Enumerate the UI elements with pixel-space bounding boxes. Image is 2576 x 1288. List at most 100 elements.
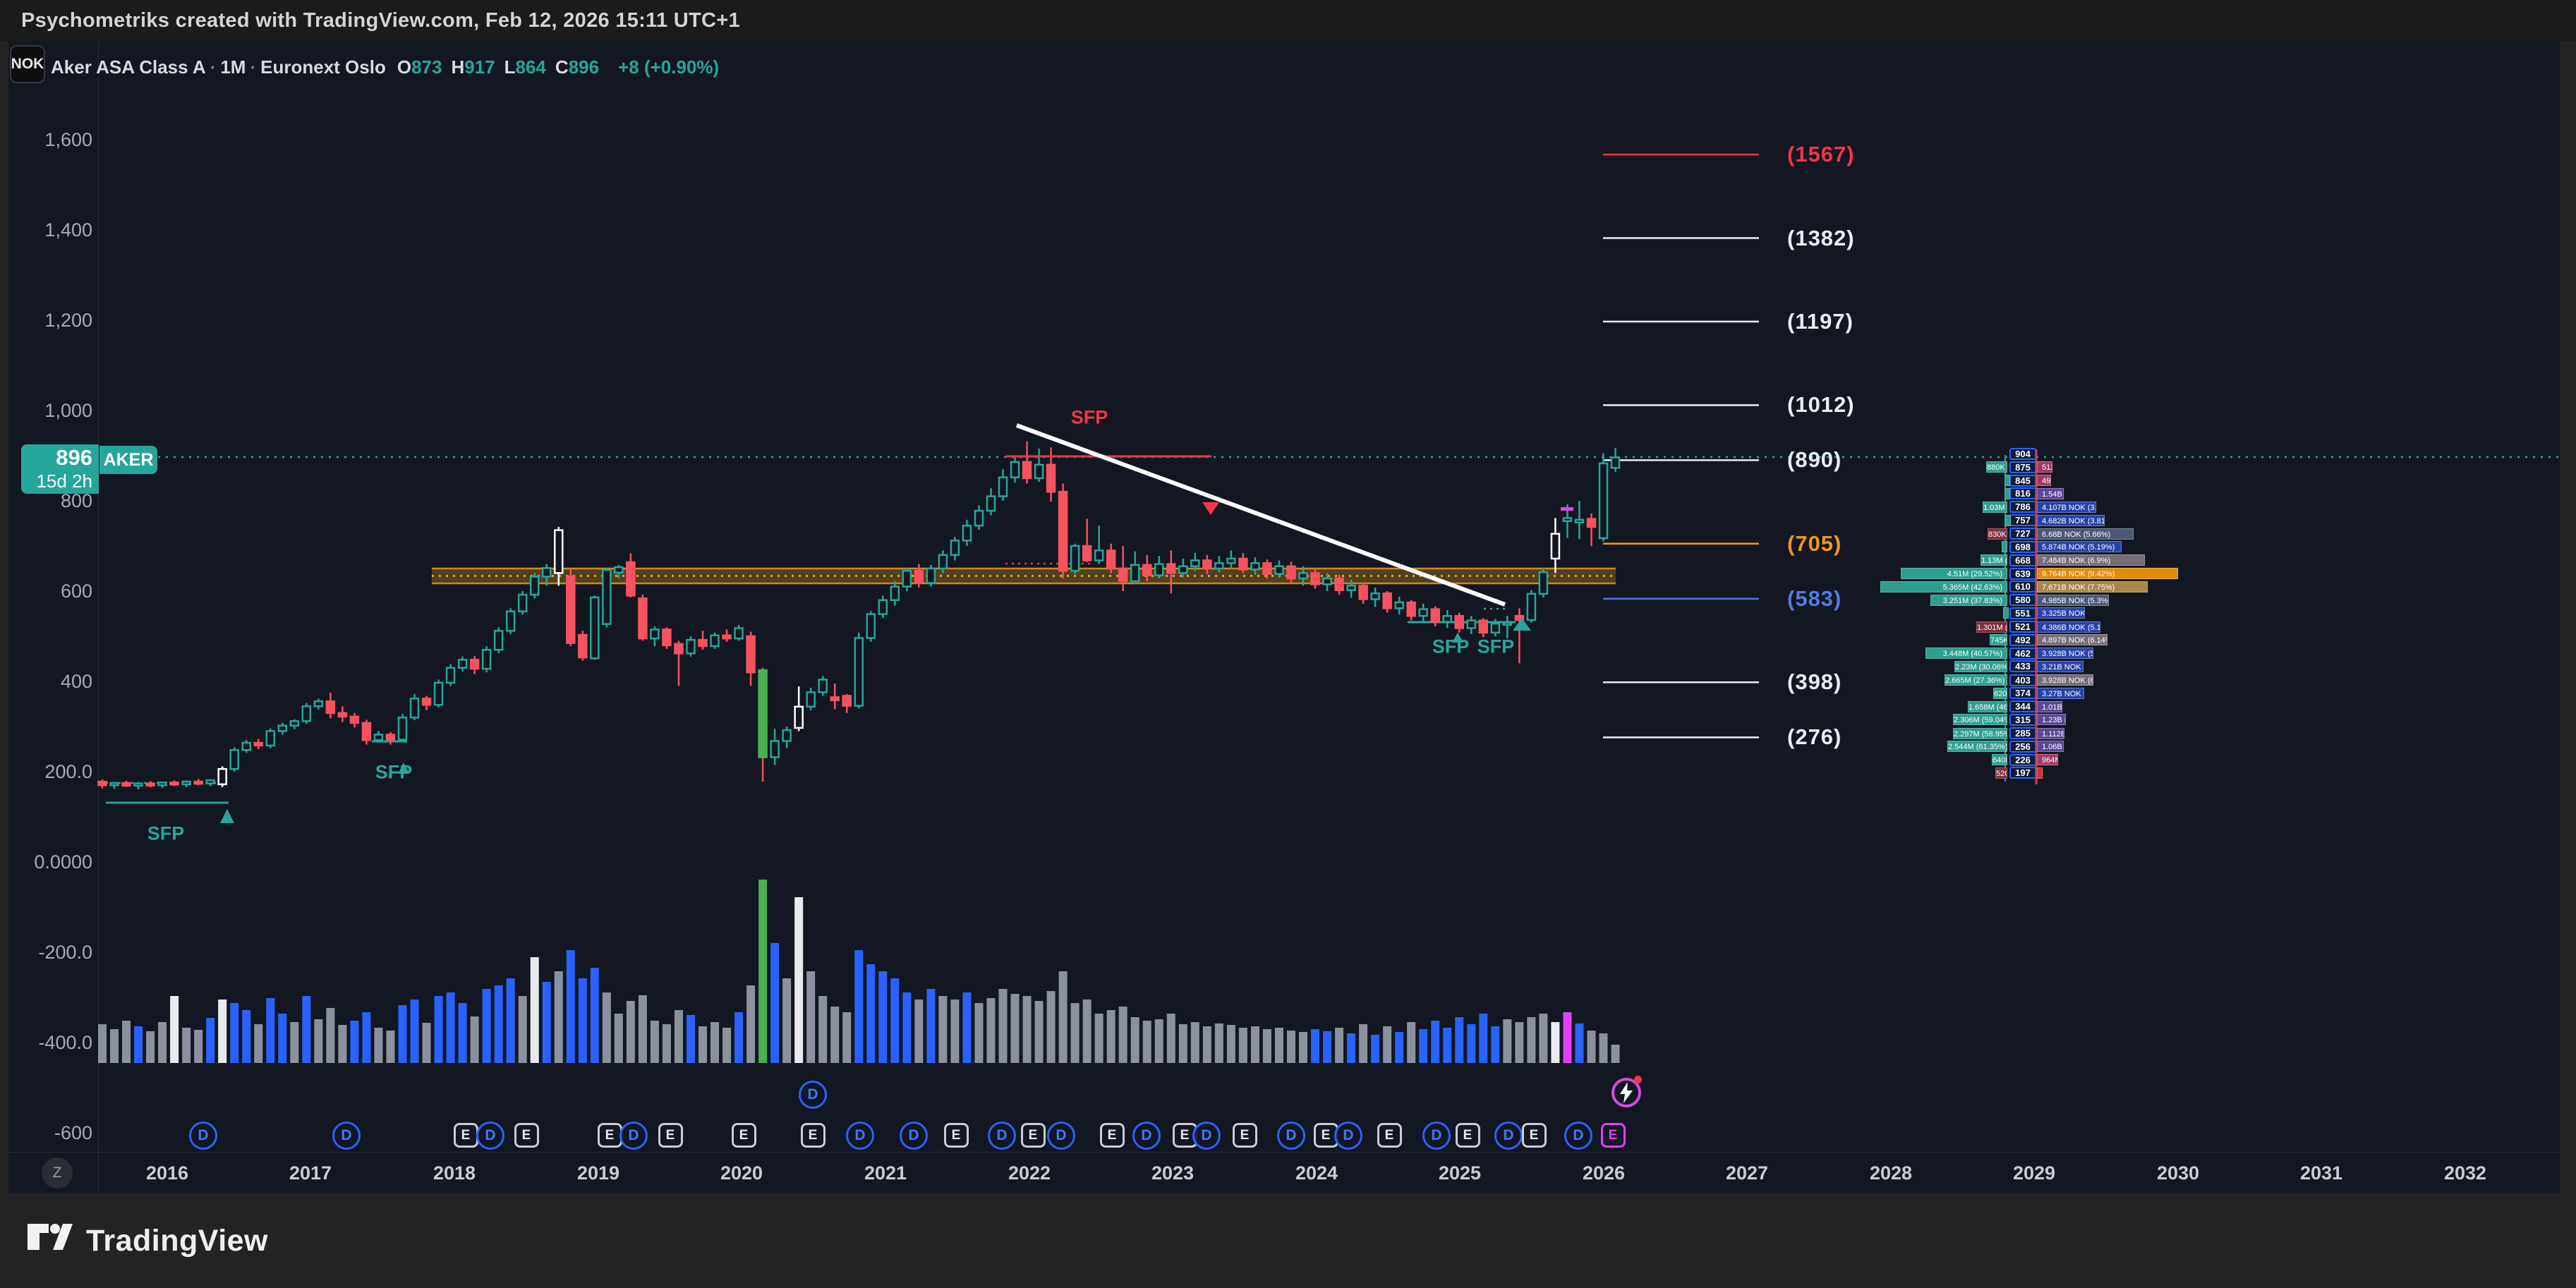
time-axis-year-label: 2032 bbox=[2443, 1162, 2487, 1184]
candle-body bbox=[1490, 622, 1501, 634]
volume-bar bbox=[302, 996, 311, 1063]
volume-bar bbox=[434, 996, 443, 1063]
timezone-button[interactable]: Z bbox=[42, 1158, 73, 1189]
price-axis-label: 1,600 bbox=[44, 129, 92, 150]
earnings-marker[interactable]: E bbox=[514, 1123, 539, 1148]
candle-body bbox=[1418, 608, 1428, 617]
time-axis-year-label: 2027 bbox=[1725, 1162, 1769, 1184]
candle-body bbox=[1130, 564, 1140, 583]
candle-body bbox=[986, 495, 996, 512]
volume-bar bbox=[1238, 1028, 1247, 1063]
earnings-marker[interactable]: E bbox=[1521, 1123, 1547, 1148]
candle-body bbox=[313, 700, 324, 707]
vp-value-bar-right: 964M NOK (1.9%) bbox=[2037, 754, 2058, 766]
dividend-marker[interactable]: D bbox=[1494, 1122, 1523, 1150]
ohlc-letter: O bbox=[397, 56, 412, 78]
vp-value-bar-right: 1.01B NOK (2.1%) bbox=[2037, 700, 2062, 712]
earnings-marker[interactable]: E bbox=[1600, 1123, 1626, 1148]
volume-bar bbox=[530, 957, 539, 1063]
dividend-marker[interactable]: D bbox=[846, 1122, 874, 1150]
chart-background[interactable] bbox=[8, 41, 2560, 1193]
candle-body bbox=[1046, 463, 1056, 493]
volume-bar bbox=[1274, 1028, 1283, 1063]
dividend-marker[interactable]: D bbox=[900, 1122, 928, 1150]
time-axis-year-label: 2016 bbox=[145, 1162, 189, 1184]
earnings-marker[interactable]: E bbox=[1232, 1123, 1257, 1148]
volume-bar bbox=[542, 982, 551, 1063]
dividend-marker[interactable]: D bbox=[1047, 1122, 1075, 1150]
currency-button[interactable]: NOK bbox=[10, 45, 45, 83]
earnings-marker[interactable]: E bbox=[1099, 1123, 1125, 1148]
volume-bar bbox=[614, 1014, 623, 1063]
volume-bar bbox=[578, 978, 587, 1063]
vp-volume-bar-left: 640K (6.1%) bbox=[1992, 754, 2007, 766]
earnings-marker[interactable]: E bbox=[1455, 1123, 1480, 1148]
dividend-marker[interactable]: D bbox=[1192, 1122, 1221, 1150]
candle-body bbox=[602, 569, 612, 625]
earnings-marker[interactable]: E bbox=[1313, 1123, 1338, 1148]
dividend-marker[interactable]: D bbox=[988, 1122, 1016, 1150]
earnings-marker[interactable]: E bbox=[453, 1123, 478, 1148]
flash-marker[interactable] bbox=[1611, 1076, 1642, 1107]
flash-icon[interactable] bbox=[1611, 1078, 1641, 1107]
vp-volume-bar-left bbox=[2003, 607, 2009, 619]
candle-body bbox=[253, 741, 264, 747]
vp-value-bar-right: 3.928B NOK (6%) bbox=[2037, 674, 2093, 686]
earnings-marker[interactable]: E bbox=[658, 1123, 683, 1148]
earnings-marker[interactable]: E bbox=[1020, 1123, 1046, 1148]
left-edge-strip bbox=[0, 41, 8, 1193]
symbol-info-row[interactable]: Aker ASA Class A · 1M · Euronext Oslo O873 H9… bbox=[51, 56, 719, 78]
volume-bar bbox=[254, 1024, 263, 1063]
dividend-marker[interactable]: D bbox=[799, 1081, 827, 1109]
dividend-marker[interactable]: D bbox=[619, 1122, 648, 1150]
volume-bar bbox=[1611, 1045, 1620, 1063]
dividend-marker[interactable]: D bbox=[1277, 1122, 1305, 1150]
dividend-marker[interactable]: D bbox=[332, 1122, 361, 1150]
earnings-marker[interactable]: E bbox=[800, 1123, 826, 1148]
dividend-marker[interactable]: D bbox=[1132, 1122, 1161, 1150]
vp-price-box: 727 bbox=[2009, 528, 2036, 540]
vp-volume-bar-left: 1.13M (10.17%) bbox=[1981, 554, 2007, 566]
vp-price-box: 492 bbox=[2009, 633, 2036, 646]
candle-body bbox=[1274, 565, 1284, 575]
vp-price-box: 816 bbox=[2009, 487, 2036, 500]
dividend-marker[interactable]: D bbox=[1422, 1122, 1451, 1150]
dividend-marker[interactable]: D bbox=[1334, 1122, 1362, 1150]
volume-bar bbox=[218, 1000, 227, 1063]
volume-bar bbox=[662, 1024, 671, 1063]
candle-body bbox=[193, 780, 203, 785]
vp-volume-bar-left: 745K (6.3%) bbox=[1990, 634, 2007, 646]
candle-body bbox=[1442, 614, 1452, 623]
volume-bar bbox=[1479, 1014, 1488, 1063]
volume-bar bbox=[1082, 1000, 1092, 1063]
candle-body bbox=[722, 634, 732, 640]
candle-body bbox=[926, 567, 936, 584]
volume-bar bbox=[854, 950, 864, 1063]
candle-body bbox=[109, 782, 119, 786]
dividend-marker[interactable]: D bbox=[189, 1122, 217, 1150]
candle-body bbox=[1466, 619, 1477, 629]
volume-bar bbox=[1250, 1026, 1259, 1063]
volume-bar bbox=[962, 992, 972, 1063]
earnings-marker[interactable]: E bbox=[731, 1123, 756, 1148]
vp-price-box: 786 bbox=[2009, 501, 2036, 514]
earnings-marker[interactable]: E bbox=[943, 1123, 969, 1148]
change-value: +8 (+0.90%) bbox=[618, 56, 720, 78]
tradingview-logo[interactable]: TradingView bbox=[27, 1223, 268, 1258]
vp-volume-bar-left: 2.297M (58.95%) bbox=[1953, 727, 2007, 739]
candle-body bbox=[1202, 559, 1212, 570]
candle-body bbox=[1250, 562, 1260, 571]
volume-bar bbox=[1070, 1003, 1080, 1063]
candle-body bbox=[1382, 592, 1392, 609]
volume-bar bbox=[1154, 1019, 1163, 1063]
earnings-marker[interactable]: E bbox=[597, 1123, 622, 1148]
candle-body bbox=[1538, 571, 1549, 595]
earnings-marker[interactable]: E bbox=[1377, 1123, 1402, 1148]
dividend-marker[interactable]: D bbox=[1564, 1122, 1592, 1150]
volume-bar bbox=[1022, 996, 1032, 1063]
candle-body bbox=[145, 782, 155, 786]
level-label: (583) bbox=[1787, 585, 1842, 611]
dividend-marker[interactable]: D bbox=[476, 1122, 504, 1150]
price-axis-label: 800 bbox=[60, 490, 92, 511]
